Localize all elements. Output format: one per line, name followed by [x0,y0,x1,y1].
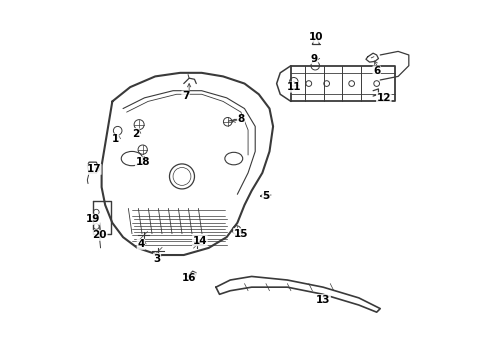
Text: 2: 2 [132,129,139,139]
Text: 13: 13 [315,295,330,305]
Text: 18: 18 [135,157,150,167]
Text: 11: 11 [286,82,301,92]
Text: 20: 20 [92,230,107,240]
Text: 19: 19 [85,214,100,224]
Text: 9: 9 [310,54,317,64]
Text: 4: 4 [137,239,144,249]
Text: 1: 1 [111,134,119,144]
Text: 10: 10 [308,32,323,42]
Text: 16: 16 [182,273,196,283]
Text: 8: 8 [237,114,244,124]
Text: 15: 15 [233,229,248,239]
Text: 5: 5 [262,191,269,201]
Text: 7: 7 [182,91,189,101]
Text: 14: 14 [192,236,207,246]
Text: 12: 12 [376,93,390,103]
Text: 6: 6 [372,66,380,76]
Text: 3: 3 [153,253,160,264]
Text: 17: 17 [86,164,101,174]
